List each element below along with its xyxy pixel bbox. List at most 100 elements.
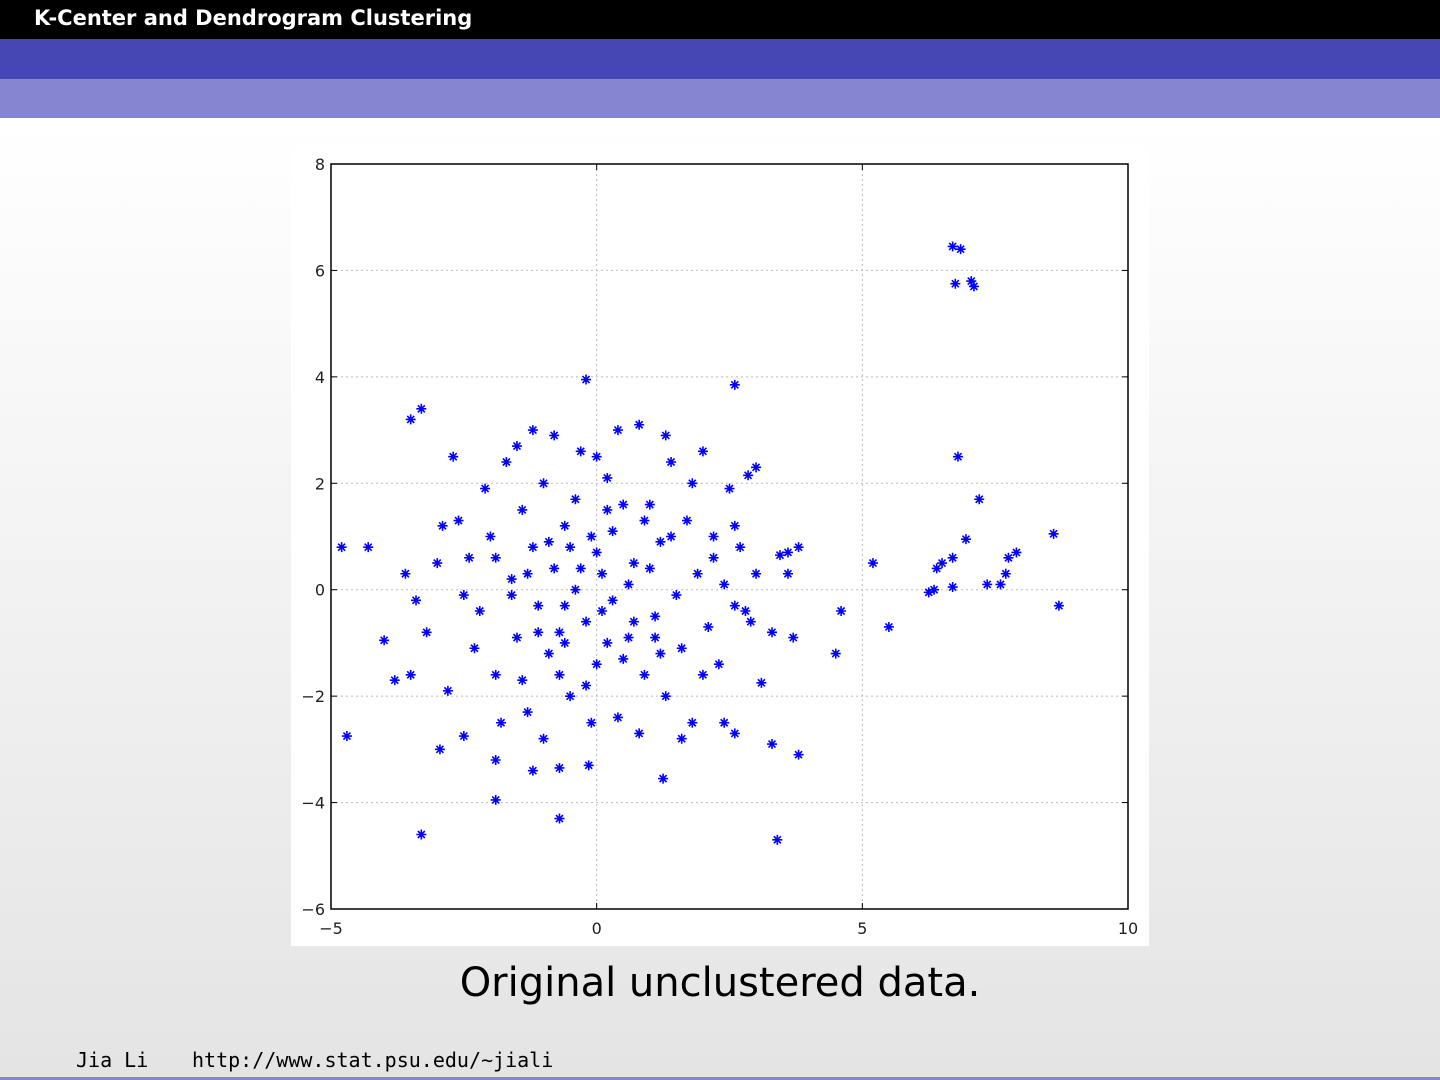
point [575,446,586,457]
point [527,765,538,776]
point [1000,568,1011,579]
point [968,281,979,292]
point [596,568,607,579]
point [543,648,554,659]
y-tick-label: −6 [301,900,325,919]
point [554,813,565,824]
point [586,717,597,728]
point [676,733,687,744]
point [565,542,576,553]
point [448,451,459,462]
point [660,691,671,702]
point [602,504,613,515]
point [586,531,597,542]
point [644,563,655,574]
point [538,733,549,744]
point [434,744,445,755]
point [591,451,602,462]
point [607,595,618,606]
y-tick-label: 8 [315,155,325,174]
point [581,374,592,385]
point [745,616,756,627]
point [623,579,634,590]
point [644,499,655,510]
point [596,606,607,616]
point [743,470,754,481]
point [570,584,581,595]
point [708,552,719,563]
point [692,568,703,579]
point [517,675,528,686]
point [554,669,565,680]
point [883,621,894,632]
point [527,542,538,553]
footer-url: http://www.stat.psu.edu/∼jiali [192,1048,554,1072]
point [549,563,560,574]
chart: −5 0 5 10 −6 −4 −2 0 2 4 6 8 [291,146,1149,946]
point [719,717,730,728]
plot-frame [330,163,1129,910]
point [950,278,961,289]
point [570,494,581,505]
footer-line [0,1077,1440,1080]
point [612,425,623,436]
point [591,547,602,558]
point [559,600,570,611]
point [931,563,942,574]
slide-title: K-Center and Dendrogram Clustering [34,6,473,30]
point [490,552,501,563]
header-band [0,79,1440,118]
point [442,685,453,696]
point [389,675,400,686]
point [602,472,613,483]
point [756,677,767,688]
point [490,669,501,680]
point [538,478,549,489]
point [782,547,793,558]
point [506,590,517,601]
y-tick-label: 0 [315,581,325,600]
point [751,568,762,579]
point [485,531,496,542]
point [767,627,778,638]
point [458,731,469,742]
point [607,526,618,537]
point [666,457,677,467]
point [724,483,735,494]
point [533,627,544,638]
point [336,542,347,553]
x-tick-label: 0 [592,919,602,938]
point [405,669,416,680]
point [1048,528,1059,539]
point [559,520,570,531]
header-band [0,39,1440,79]
point [517,504,528,515]
point [639,515,650,526]
point [671,590,682,601]
point [474,606,485,616]
point [1011,547,1022,558]
point [490,755,501,765]
point [650,632,661,643]
point [581,616,592,627]
point [421,627,432,638]
point [982,579,993,590]
point [464,552,475,563]
point [793,542,804,553]
point [496,717,507,728]
point [697,669,708,680]
point [511,632,522,643]
footer-author: Jia Li [76,1048,149,1072]
point [947,552,958,563]
point [660,430,671,441]
point [618,653,629,664]
point [554,762,565,773]
point [697,446,708,457]
point [511,441,522,452]
point [729,600,740,611]
point [522,568,533,579]
point [618,499,629,510]
point [549,430,560,441]
point [966,276,977,287]
